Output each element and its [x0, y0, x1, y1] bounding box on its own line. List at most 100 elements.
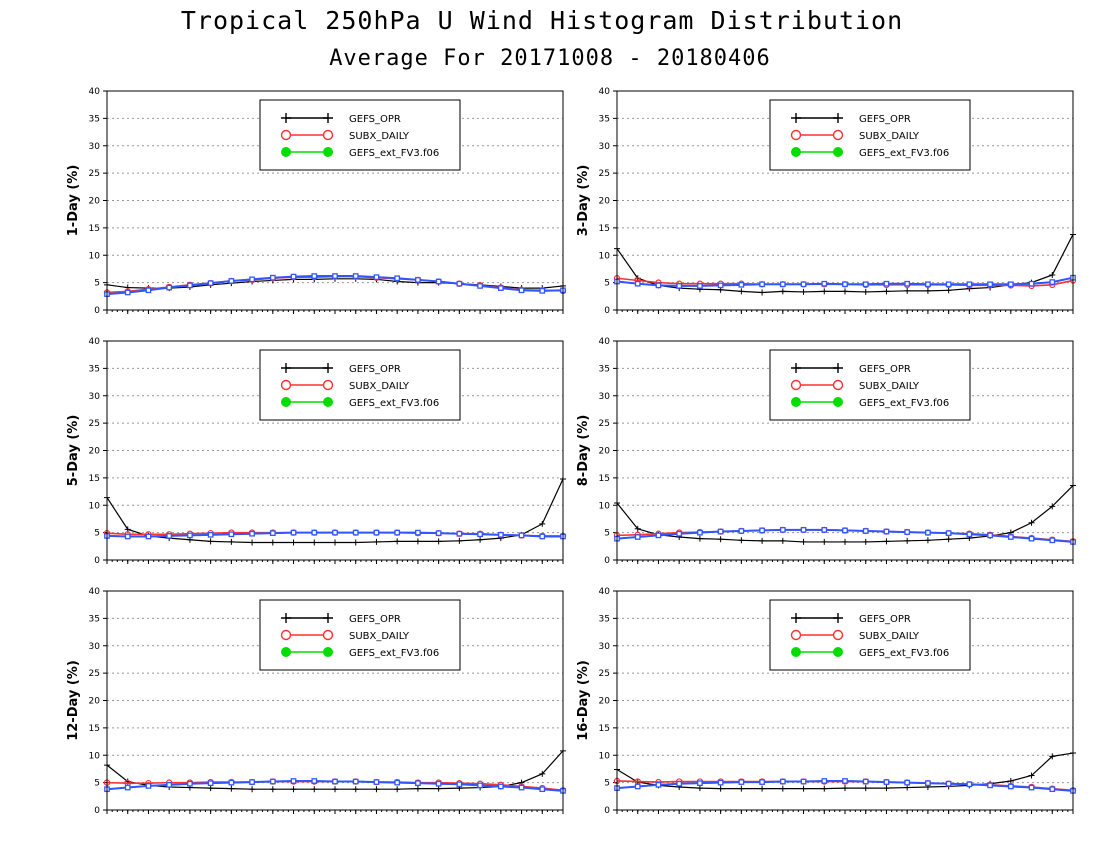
- data-point: [415, 780, 421, 787]
- legend-label: GEFS_OPR: [349, 614, 401, 625]
- legend-label: GEFS_ext_FV3.f06: [349, 148, 439, 159]
- y-tick-label: 10: [599, 251, 611, 261]
- y-tick-label: 0: [94, 556, 100, 566]
- data-point: [717, 282, 724, 289]
- legend-marker: [832, 379, 844, 391]
- data-point: [634, 280, 641, 287]
- data-point: [166, 533, 173, 539]
- data-point: [842, 281, 848, 288]
- data-point: [945, 780, 952, 787]
- legend-marker: [833, 363, 843, 373]
- legend-marker: [281, 613, 291, 623]
- data-point: [373, 538, 380, 545]
- data-point: [435, 278, 442, 285]
- plot-frame: [616, 590, 1074, 811]
- data-point: [518, 784, 525, 791]
- data-point: [228, 538, 235, 545]
- data-point: [821, 785, 828, 792]
- legend-marker: [280, 129, 292, 141]
- data-point: [269, 778, 276, 785]
- data-point: [800, 288, 807, 295]
- y-tick-label: 25: [599, 169, 610, 179]
- data-point: [821, 538, 828, 545]
- data-point: [435, 538, 442, 545]
- legend-label: SUBX_DAILY: [859, 131, 920, 142]
- data-point: [456, 280, 463, 287]
- data-point: [738, 537, 745, 544]
- legend-label: GEFS_ext_FV3.f06: [349, 398, 439, 409]
- y-tick-label: 35: [89, 114, 100, 124]
- data-point: [539, 533, 546, 540]
- y-tick-label: 30: [89, 642, 101, 652]
- data-point: [207, 785, 214, 792]
- y-tick-label: 40: [599, 87, 611, 97]
- data-point: [414, 538, 421, 545]
- legend-marker: [280, 379, 292, 391]
- data-point: [415, 529, 421, 536]
- data-point: [842, 288, 848, 295]
- y-tick-label: 10: [89, 751, 101, 761]
- data-point: [166, 781, 173, 788]
- data-point: [696, 535, 703, 542]
- plot-frame: [616, 90, 1074, 311]
- data-point: [207, 780, 214, 787]
- data-point: [759, 527, 765, 534]
- data-point: [697, 529, 703, 536]
- y-tick-label: 20: [599, 697, 611, 707]
- data-point: [332, 786, 338, 793]
- data-point: [966, 281, 973, 288]
- data-point: [249, 276, 255, 283]
- y-tick-label: 0: [604, 306, 610, 316]
- data-point: [394, 275, 401, 282]
- data-point: [539, 786, 546, 793]
- data-point: [883, 280, 890, 287]
- data-point: [145, 287, 152, 294]
- y-tick-label: 30: [599, 392, 611, 402]
- legend-label: GEFS_OPR: [859, 614, 911, 625]
- legend-marker: [791, 397, 801, 407]
- data-point: [311, 778, 318, 784]
- data-point: [842, 785, 848, 792]
- data-point: [904, 280, 911, 287]
- data-point: [738, 785, 745, 792]
- data-point: [145, 533, 152, 540]
- data-point: [779, 537, 786, 544]
- data-point: [883, 528, 890, 535]
- data-point: [1028, 772, 1035, 779]
- y-tick-label: 40: [89, 87, 101, 97]
- data-point: [373, 779, 380, 785]
- legend-marker: [323, 647, 333, 657]
- y-tick-label: 20: [89, 447, 101, 457]
- y-tick-label: 15: [599, 724, 610, 734]
- legend-label: GEFS_OPR: [859, 114, 911, 125]
- legend-marker: [323, 363, 333, 373]
- legend-label: SUBX_DAILY: [349, 131, 410, 142]
- legend-marker: [832, 629, 844, 641]
- y-tick-label: 30: [599, 642, 611, 652]
- data-point: [207, 531, 214, 538]
- data-point: [124, 289, 131, 296]
- legend: GEFS_OPR SUBX_DAILY GEFS_ext_FV3.f06: [259, 599, 461, 671]
- page-subtitle: Average For 20171008 - 20180406: [329, 46, 771, 71]
- data-point: [124, 284, 131, 291]
- data-point: [924, 537, 931, 544]
- data-point: [332, 529, 338, 536]
- y-tick-label: 40: [599, 337, 611, 347]
- legend-marker: [323, 613, 333, 623]
- y-axis-label: 1-Day (%): [66, 165, 81, 237]
- data-point: [987, 782, 993, 789]
- legend-marker: [281, 363, 291, 373]
- y-tick-label: 35: [599, 114, 610, 124]
- legend-marker: [323, 147, 333, 157]
- y-axis-label: 8-Day (%): [576, 415, 591, 487]
- legend: GEFS_OPR SUBX_DAILY GEFS_ext_FV3.f06: [769, 99, 971, 171]
- data-point: [883, 785, 890, 792]
- legend-marker: [322, 629, 334, 641]
- y-tick-label: 25: [89, 419, 100, 429]
- legend-label: GEFS_ext_FV3.f06: [859, 398, 949, 409]
- data-point: [1028, 519, 1035, 526]
- data-point: [435, 785, 442, 792]
- legend-marker: [833, 647, 843, 657]
- data-point: [394, 786, 401, 793]
- data-point: [539, 770, 546, 777]
